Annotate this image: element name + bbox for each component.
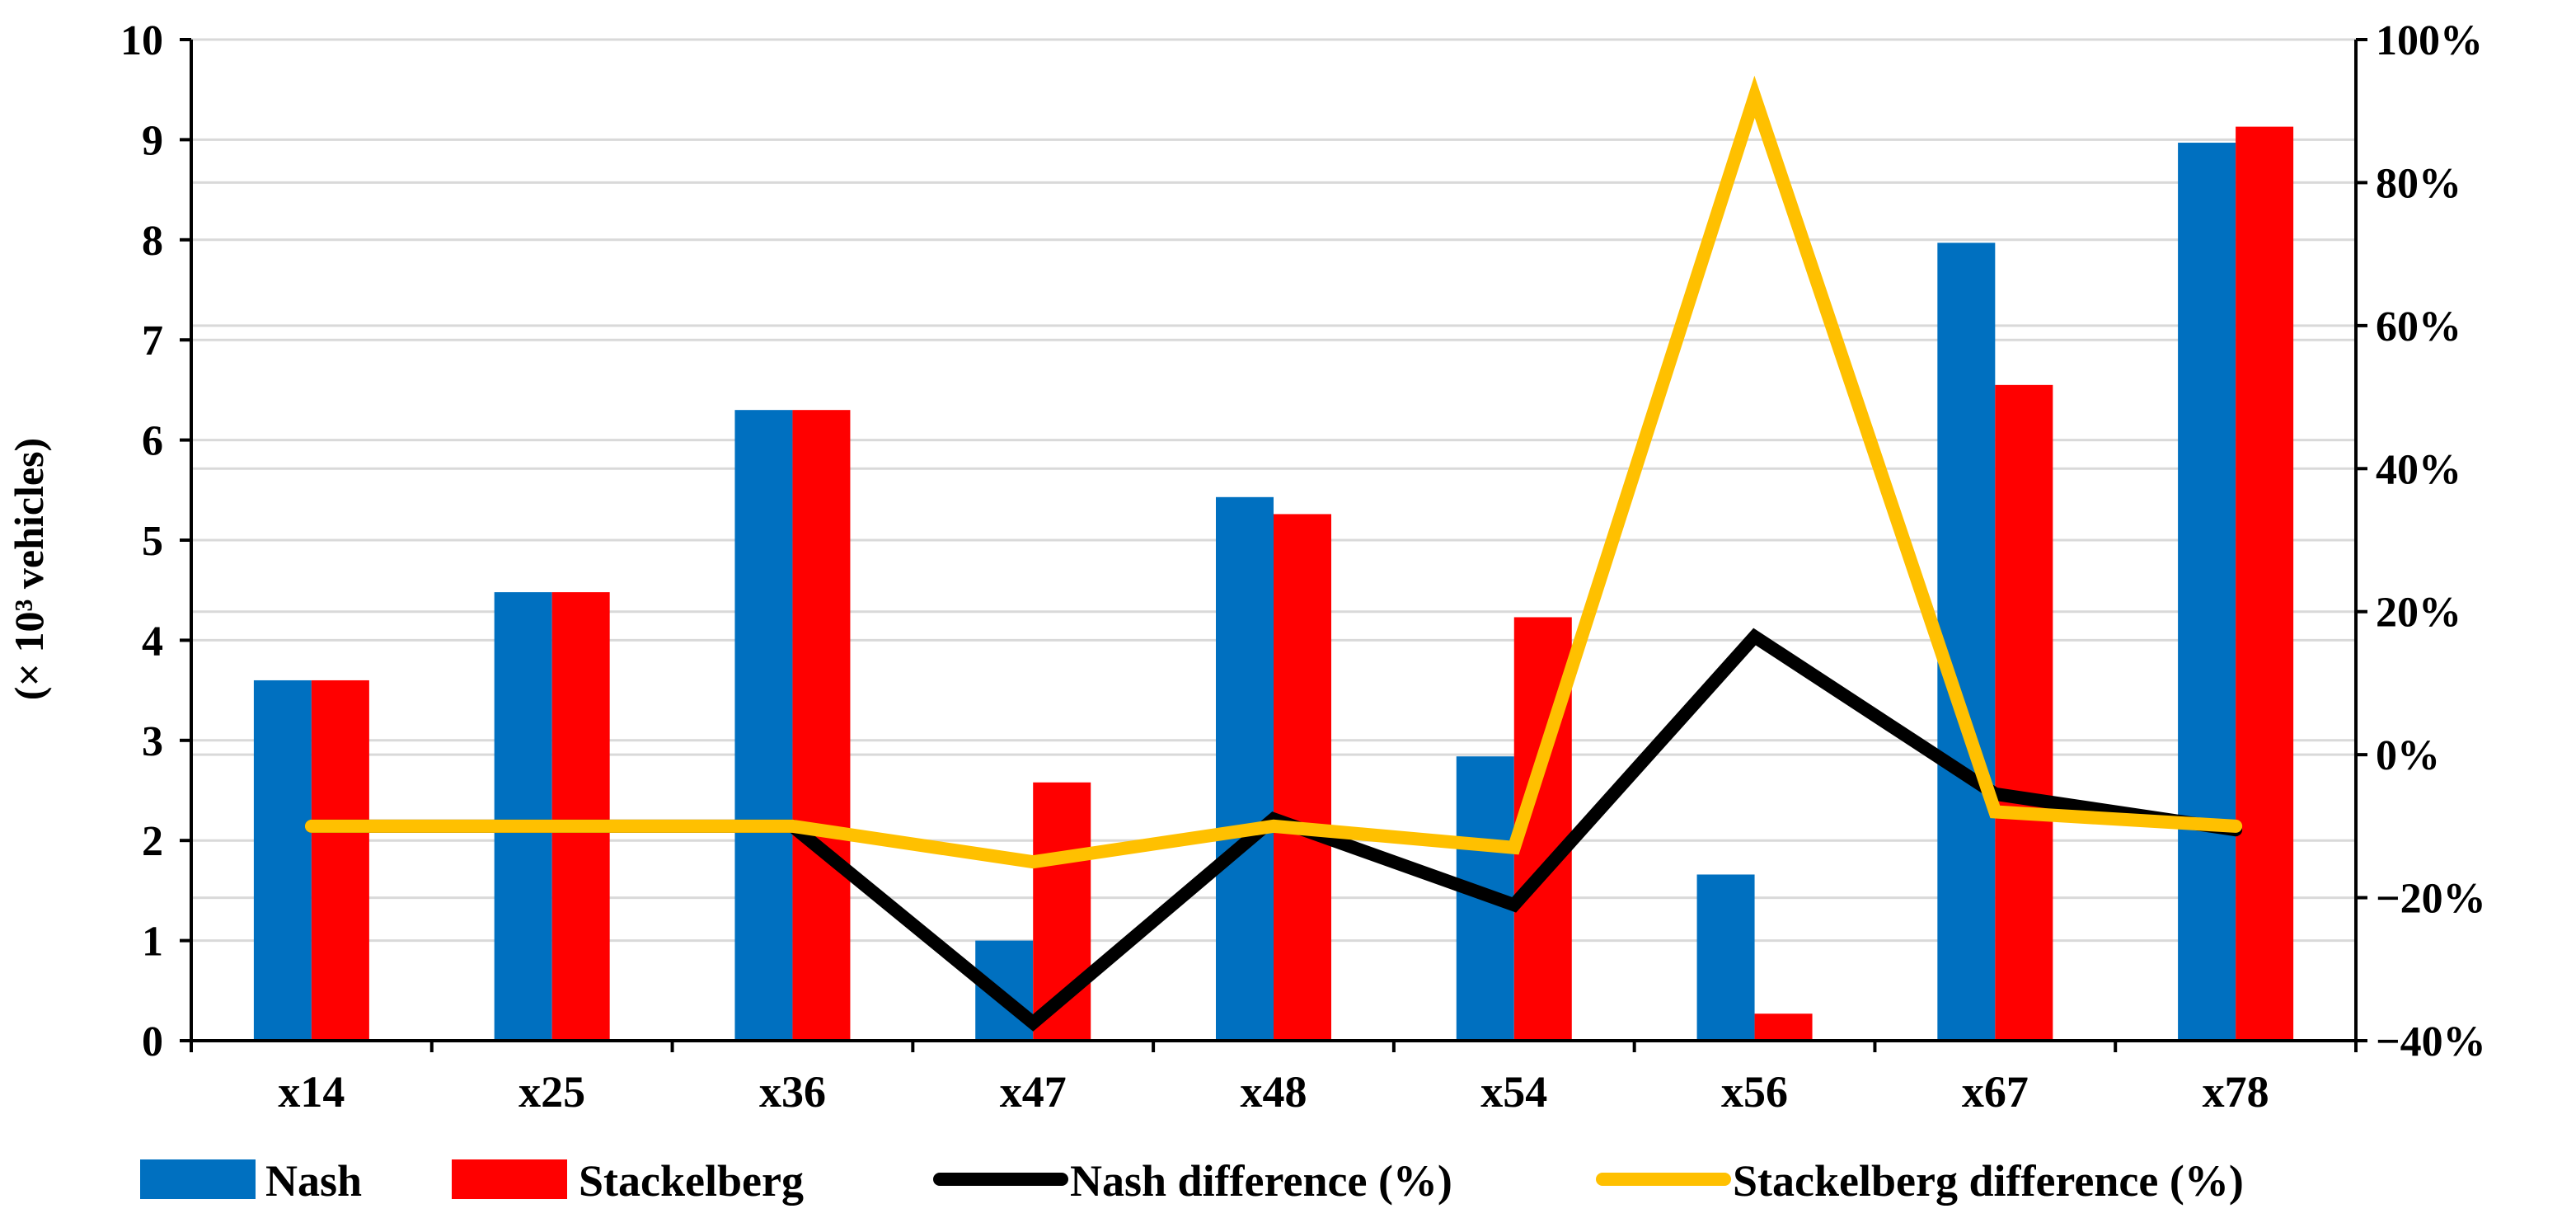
bar-stackelberg-x48 <box>1274 514 1331 1041</box>
line-stackelberg-difference- <box>304 75 2243 869</box>
bar-nash-x78 <box>2178 143 2236 1042</box>
x-tick-label-x48: x48 <box>1241 1067 1307 1117</box>
x-tick-label-x25: x25 <box>518 1067 585 1117</box>
x-tick-label-x56: x56 <box>1721 1067 1788 1117</box>
legend-label-nash: Nash <box>265 1156 362 1206</box>
y-axis-label: (× 10³ vehicles) <box>6 438 52 700</box>
y-tick-label: 4 <box>142 618 163 665</box>
bar-nash-x14 <box>253 680 312 1041</box>
bar-stackelberg-x67 <box>1995 384 2053 1042</box>
y-tick-label: 10 <box>120 17 163 64</box>
tick-labels: 0 1 2 3 4 5 6 7 8 9 10 −40% −20% 0% 20% 40% 60% 80% 100% x1… <box>120 17 2486 1117</box>
bar-nash-x25 <box>494 592 552 1041</box>
legend-label-stackelberg: Stackelberg <box>579 1156 804 1206</box>
y2-tick-label: 40% <box>2376 446 2461 493</box>
bar-nash-x56 <box>1696 874 1755 1041</box>
x-tick-label-x47: x47 <box>1000 1067 1067 1117</box>
y-tick-label: 3 <box>142 718 163 765</box>
y2-tick-label: 0% <box>2376 732 2440 779</box>
bar-nash-x48 <box>1216 496 1274 1041</box>
y2-tick-label: 80% <box>2376 160 2461 207</box>
y2-tick-label: −40% <box>2376 1018 2486 1065</box>
y-tick-label: 0 <box>142 1018 163 1065</box>
x-tick-label-x54: x54 <box>1480 1067 1547 1117</box>
y2-tick-label: 20% <box>2376 590 2461 637</box>
bar-stackelberg-x25 <box>551 592 610 1041</box>
bar-stackelberg-x36 <box>792 410 851 1041</box>
legend: Nash Stackelberg Nash difference (%) Stacke… <box>140 1156 2244 1206</box>
y-tick-label: 9 <box>142 117 163 164</box>
bar-nash-x36 <box>734 410 793 1041</box>
bar-stackelberg-x56 <box>1754 1013 1813 1041</box>
y-tick-label: 6 <box>142 418 163 465</box>
legend-label-stackelberg-difference: Stackelberg difference (%) <box>1733 1156 2244 1206</box>
y-tick-label: 2 <box>142 818 163 865</box>
y2-tick-label: −20% <box>2376 876 2486 923</box>
line-series <box>304 75 2243 1032</box>
y-tick-label: 5 <box>142 518 163 565</box>
x-tick-label-x36: x36 <box>759 1067 826 1117</box>
y-tick-label: 1 <box>142 919 163 966</box>
bar-stackelberg-x14 <box>311 680 369 1041</box>
axes <box>180 38 2367 1052</box>
legend-label-nash-difference: Nash difference (%) <box>1070 1156 1452 1206</box>
bar-nash-x67 <box>1937 242 1996 1041</box>
y2-tick-label: 100% <box>2376 17 2483 64</box>
bar-series <box>253 126 2294 1042</box>
x-tick-label-x14: x14 <box>278 1067 345 1117</box>
y2-tick-label: 60% <box>2376 303 2461 350</box>
x-tick-label-x78: x78 <box>2203 1067 2269 1117</box>
y-tick-label: 7 <box>142 317 163 364</box>
legend-swatch-stackelberg <box>452 1159 567 1199</box>
legend-swatch-nash <box>140 1159 256 1199</box>
bar-stackelberg-x78 <box>2236 126 2294 1041</box>
x-tick-label-x67: x67 <box>1962 1067 2029 1117</box>
y-tick-label: 8 <box>142 218 163 265</box>
